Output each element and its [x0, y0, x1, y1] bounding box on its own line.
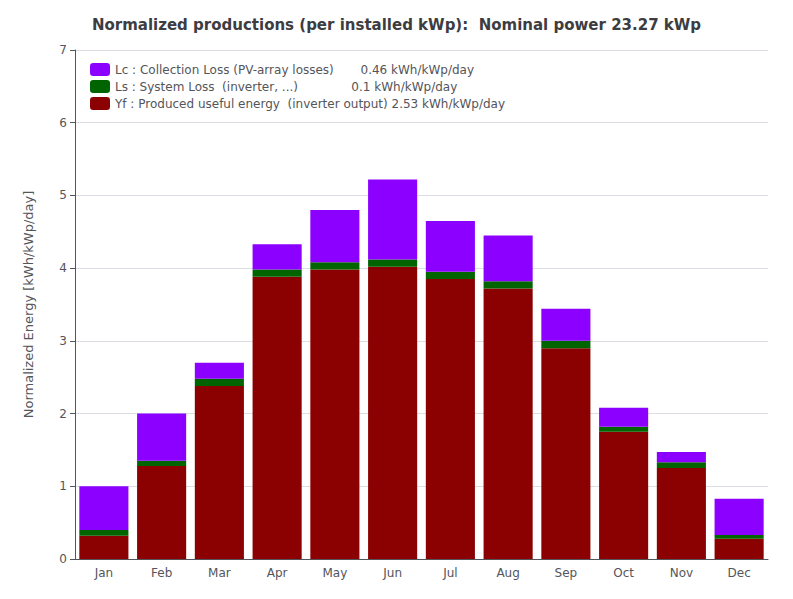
svg-text:2: 2 [59, 407, 67, 421]
svg-text:7: 7 [59, 43, 67, 57]
svg-text:Apr: Apr [267, 566, 288, 580]
svg-text:Sep: Sep [555, 566, 578, 580]
svg-text:5: 5 [59, 188, 67, 202]
svg-text:Feb: Feb [151, 566, 172, 580]
svg-text:Dec: Dec [728, 566, 751, 580]
svg-text:1: 1 [59, 479, 67, 493]
svg-text:Ls : System Loss (inverter, .: Ls : System Loss (inverter, ...) 0.1 kWh… [115, 80, 457, 94]
svg-text:6: 6 [59, 116, 67, 130]
svg-text:Jan: Jan [94, 566, 114, 580]
svg-text:Mar: Mar [208, 566, 231, 580]
svg-text:Aug: Aug [496, 566, 519, 580]
svg-text:3: 3 [59, 334, 67, 348]
svg-text:Nov: Nov [670, 566, 693, 580]
svg-text:May: May [322, 566, 347, 580]
svg-text:Jul: Jul [442, 566, 457, 580]
svg-text:Lc : Collection Loss (PV-array: Lc : Collection Loss (PV-array losses) 0… [115, 63, 474, 77]
svg-text:Oct: Oct [613, 566, 634, 580]
svg-text:Normalized productions (per in: Normalized productions (per installed kW… [92, 16, 701, 34]
svg-text:Yf : Produced useful energy (: Yf : Produced useful energy (inverter ou… [114, 97, 505, 111]
svg-text:4: 4 [59, 261, 67, 275]
svg-text:Normalized Energy [kWh/kWp/day: Normalized Energy [kWh/kWp/day] [21, 191, 36, 419]
svg-text:Jun: Jun [382, 566, 402, 580]
svg-text:0: 0 [59, 552, 67, 566]
